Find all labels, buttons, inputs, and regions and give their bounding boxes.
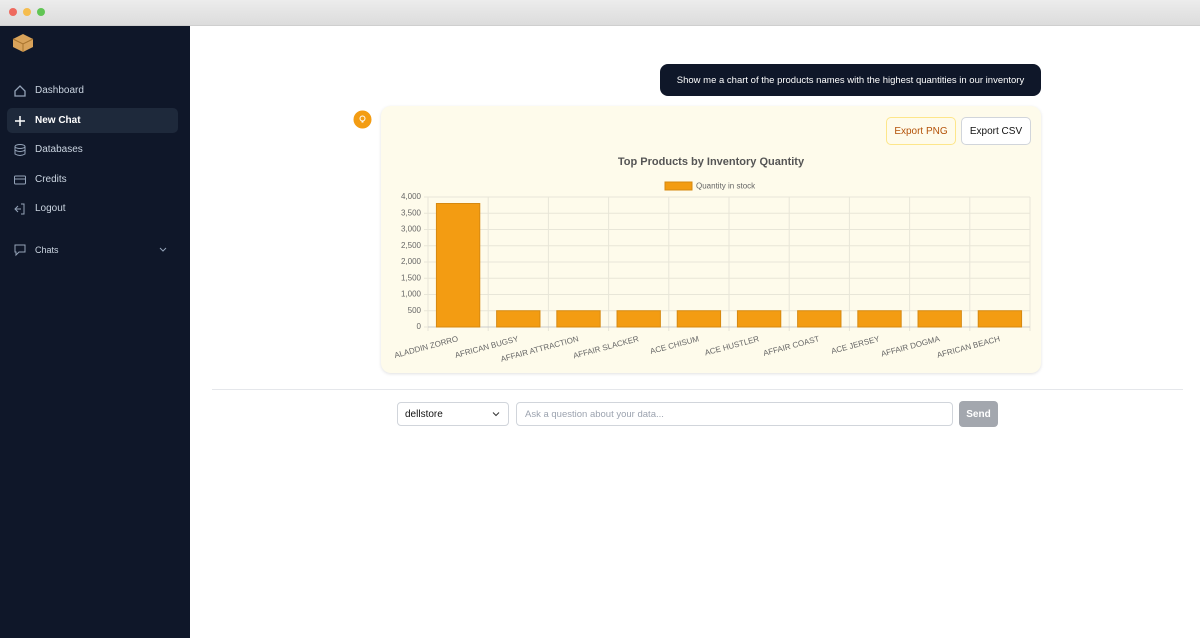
nav-chats[interactable]: Chats	[7, 237, 178, 262]
zoom-button[interactable]	[37, 8, 45, 16]
y-tick-label: 1,500	[401, 273, 422, 282]
y-tick-label: 3,000	[401, 225, 422, 234]
database-select[interactable]: dellstore	[397, 402, 509, 426]
window-titlebar	[0, 0, 1200, 26]
bar	[857, 310, 902, 328]
bar	[556, 310, 601, 328]
export-png-button[interactable]: Export PNG	[886, 117, 956, 145]
minimize-button[interactable]	[23, 8, 31, 16]
nav-label: Credits	[35, 174, 67, 185]
y-tick-label: 1,000	[401, 290, 422, 299]
y-tick-label: 4,000	[401, 192, 422, 201]
bar	[736, 310, 782, 328]
x-tick-label: ACE HUSTLER	[704, 334, 761, 357]
y-tick-label: 0	[417, 322, 422, 331]
bar	[496, 310, 541, 328]
assistant-avatar	[353, 110, 372, 129]
nav-label: New Chat	[35, 115, 81, 126]
database-name: dellstore	[405, 408, 443, 420]
x-tick-label: AFFAIR SLACKER	[572, 334, 640, 360]
nav-label: Logout	[35, 203, 66, 214]
bar	[676, 310, 722, 328]
nav-label: Dashboard	[35, 85, 84, 96]
nav-logout[interactable]: Logout	[7, 196, 178, 221]
logo	[12, 34, 34, 52]
legend-label: Quantity in stock	[696, 182, 756, 191]
bar	[435, 203, 481, 328]
bar	[917, 310, 962, 328]
x-tick-label: AFRICAN BEACH	[936, 334, 1001, 360]
nav-label: Databases	[35, 144, 83, 155]
question-input[interactable]: Ask a question about your data...	[516, 402, 953, 426]
x-tick-label: AFFAIR COAST	[762, 334, 820, 358]
chart-title: Top Products by Inventory Quantity	[618, 156, 805, 168]
bar	[977, 310, 1023, 328]
x-tick-label: ACE JERSEY	[830, 334, 881, 356]
legend-swatch	[664, 181, 693, 191]
x-tick-label: AFFAIR DOGMA	[880, 334, 941, 359]
nav-credits[interactable]: Credits	[7, 167, 178, 192]
nav-databases[interactable]: Databases	[7, 137, 178, 162]
bar	[616, 310, 661, 328]
x-tick-label: ACE CHISUM	[649, 334, 700, 356]
nav-dashboard[interactable]: Dashboard	[7, 78, 178, 103]
chart-card	[381, 106, 1041, 373]
y-tick-label: 2,000	[401, 257, 422, 266]
y-tick-label: 500	[408, 306, 422, 315]
user-message: Show me a chart of the products names wi…	[660, 64, 1041, 96]
x-tick-label: ALADDIN ZORRO	[393, 334, 459, 360]
bar	[797, 310, 842, 328]
y-tick-label: 2,500	[401, 241, 422, 250]
close-button[interactable]	[9, 8, 17, 16]
nav-label: Chats	[35, 244, 59, 255]
send-button[interactable]: Send	[959, 401, 998, 427]
export-csv-button[interactable]: Export CSV	[961, 117, 1031, 145]
divider	[212, 389, 1183, 390]
nav-new-chat[interactable]: New Chat	[7, 108, 178, 133]
y-tick-label: 3,500	[401, 208, 422, 217]
input-placeholder: Ask a question about your data...	[525, 408, 664, 420]
